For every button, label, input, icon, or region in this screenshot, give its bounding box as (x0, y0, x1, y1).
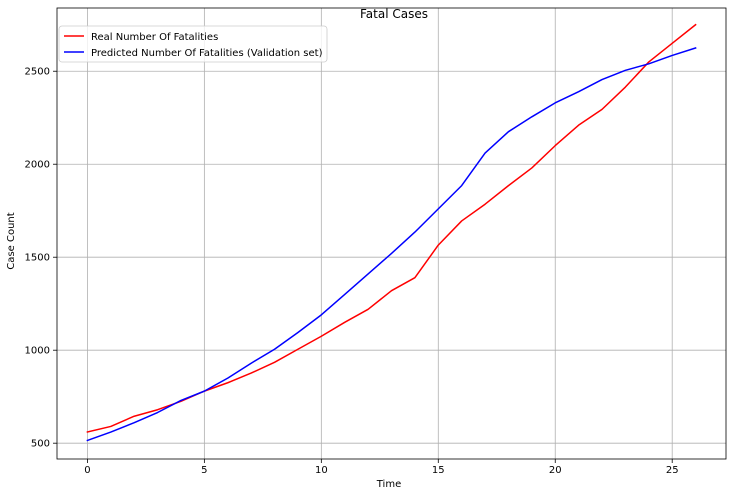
y-tick-label: 500 (31, 439, 50, 450)
y-axis: 500 1000 1500 2000 2500 (25, 67, 57, 450)
x-tick-label: 20 (549, 465, 562, 476)
legend-box (58, 25, 328, 63)
y-tick-label: 2500 (25, 67, 50, 78)
series-line-real (86, 23, 697, 433)
plot-frame (56, 7, 727, 460)
x-tick-label: 5 (201, 465, 207, 476)
grid (57, 8, 726, 459)
x-axis: 0 5 10 15 20 25 (84, 459, 679, 476)
y-tick-label: 2000 (25, 160, 50, 171)
legend-label-predicted: Predicted Number Of Fatalities (Validati… (91, 48, 323, 59)
x-tick-label: 25 (666, 465, 679, 476)
x-axis-label: Time (376, 479, 401, 490)
chart-title: Fatal Cases (360, 7, 428, 21)
x-tick-label: 10 (315, 465, 328, 476)
x-tick-label: 15 (432, 465, 445, 476)
y-axis-label: Case Count (6, 212, 17, 269)
x-tick-label: 0 (84, 465, 90, 476)
series-lines (86, 23, 697, 442)
y-tick-label: 1500 (25, 253, 50, 264)
y-tick-label: 1000 (25, 346, 50, 357)
series-line-predicted (86, 47, 697, 442)
legend-label-real: Real Number Of Fatalities (91, 32, 218, 43)
legend: Real Number Of Fatalities Predicted Numb… (58, 25, 328, 63)
